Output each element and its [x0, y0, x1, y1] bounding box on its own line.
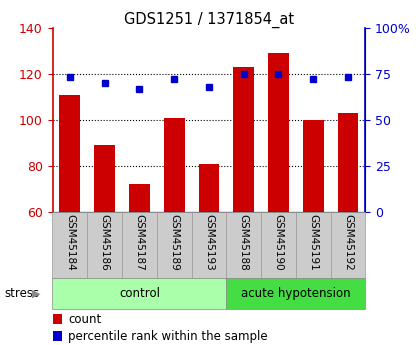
Bar — [129, 185, 150, 212]
Text: acute hypotension: acute hypotension — [241, 287, 351, 300]
Bar — [338, 113, 358, 212]
Text: count: count — [68, 313, 101, 326]
Bar — [52, 212, 87, 278]
Bar — [52, 314, 62, 324]
Bar — [268, 53, 289, 212]
Text: GSM45192: GSM45192 — [343, 214, 353, 271]
Text: percentile rank within the sample: percentile rank within the sample — [68, 329, 268, 343]
Title: GDS1251 / 1371854_at: GDS1251 / 1371854_at — [124, 11, 294, 28]
Bar — [192, 212, 226, 278]
Text: GSM45189: GSM45189 — [169, 214, 179, 271]
Text: GSM45191: GSM45191 — [308, 214, 318, 271]
Bar — [87, 212, 122, 278]
Text: GSM45187: GSM45187 — [134, 214, 144, 271]
Text: GSM45186: GSM45186 — [100, 214, 110, 271]
Bar — [331, 212, 365, 278]
Text: GSM45193: GSM45193 — [204, 214, 214, 271]
Bar — [261, 212, 296, 278]
Text: stress: stress — [4, 287, 39, 300]
Bar — [164, 118, 185, 212]
Bar — [226, 278, 365, 309]
Text: ▶: ▶ — [32, 288, 40, 298]
Text: control: control — [119, 287, 160, 300]
Bar — [122, 212, 157, 278]
Bar — [52, 331, 62, 341]
Bar — [199, 164, 219, 212]
Bar — [157, 212, 192, 278]
Text: GSM45184: GSM45184 — [65, 214, 75, 271]
Bar — [233, 67, 254, 212]
Bar — [303, 120, 324, 212]
Text: GSM45190: GSM45190 — [273, 214, 284, 271]
Text: GSM45188: GSM45188 — [239, 214, 249, 271]
Bar — [94, 145, 115, 212]
Bar — [52, 278, 226, 309]
Bar — [226, 212, 261, 278]
Bar — [296, 212, 331, 278]
Bar — [60, 95, 80, 212]
